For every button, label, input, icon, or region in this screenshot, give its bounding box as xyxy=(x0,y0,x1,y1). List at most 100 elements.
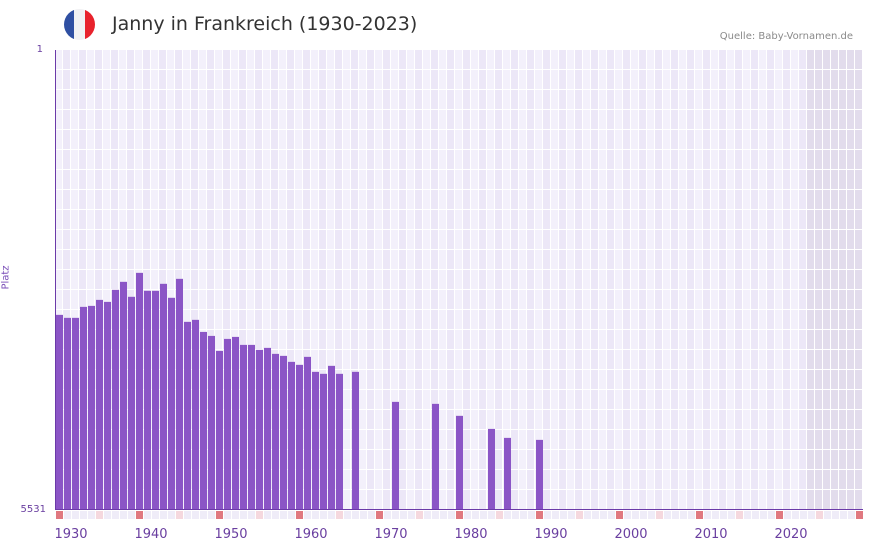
bar-1933 xyxy=(88,305,95,510)
bar-1954 xyxy=(256,349,263,510)
bar-1964 xyxy=(336,373,343,510)
year-marker xyxy=(264,511,271,519)
year-marker xyxy=(552,511,559,519)
bar-1942 xyxy=(160,283,167,510)
bar-1941 xyxy=(152,290,159,510)
bar-1962 xyxy=(320,373,327,510)
year-marker xyxy=(232,511,239,519)
year-marker xyxy=(96,511,103,519)
year-marker xyxy=(656,511,663,519)
bar-1979 xyxy=(456,415,463,510)
x-axis-label: 1940 xyxy=(134,527,168,542)
year-marker xyxy=(664,511,671,519)
bar-1937 xyxy=(120,281,127,510)
year-marker xyxy=(568,511,575,519)
year-marker xyxy=(328,511,335,519)
year-marker xyxy=(304,511,311,519)
year-marker xyxy=(592,511,599,519)
x-axis-line xyxy=(55,509,863,510)
bar-1931 xyxy=(72,317,79,510)
bar-1936 xyxy=(112,289,119,510)
year-marker xyxy=(336,511,343,519)
year-marker xyxy=(376,511,383,519)
x-axis-label: 1950 xyxy=(214,527,248,542)
year-marker xyxy=(168,511,175,519)
bar-1951 xyxy=(232,336,239,510)
year-marker xyxy=(856,511,863,519)
flag-blue-stripe xyxy=(64,9,75,40)
x-axis-label: 2010 xyxy=(694,527,728,542)
bar-1940 xyxy=(144,290,151,510)
year-marker xyxy=(696,511,703,519)
year-marker xyxy=(240,511,247,519)
year-marker xyxy=(680,511,687,519)
year-marker xyxy=(344,511,351,519)
year-marker xyxy=(368,511,375,519)
year-marker xyxy=(480,511,487,519)
bar-1934 xyxy=(96,299,103,510)
year-marker xyxy=(752,511,759,519)
y-axis-top-label: 1 xyxy=(36,44,43,55)
bar-1961 xyxy=(312,371,319,510)
y-axis-line xyxy=(55,50,56,510)
bar-1952 xyxy=(240,344,247,510)
year-marker xyxy=(288,511,295,519)
bar-1963 xyxy=(328,365,335,510)
year-marker xyxy=(248,511,255,519)
year-marker xyxy=(296,511,303,519)
year-marker xyxy=(576,511,583,519)
year-marker xyxy=(760,511,767,519)
year-marker xyxy=(128,511,135,519)
year-marker xyxy=(776,511,783,519)
year-marker xyxy=(496,511,503,519)
x-axis-label: 1970 xyxy=(374,527,408,542)
chart-svg xyxy=(55,50,862,510)
year-marker xyxy=(312,511,319,519)
year-marker xyxy=(648,511,655,519)
bar-1938 xyxy=(128,296,135,510)
flag-white-stripe xyxy=(74,9,85,40)
year-marker xyxy=(320,511,327,519)
year-marker xyxy=(56,511,63,519)
bar-1935 xyxy=(104,301,111,510)
bar-1946 xyxy=(192,319,199,510)
year-marker xyxy=(224,511,231,519)
bar-1944 xyxy=(176,278,183,510)
year-marker xyxy=(352,511,359,519)
bar-1929 xyxy=(56,314,63,510)
year-marker xyxy=(112,511,119,519)
bar-1959 xyxy=(296,364,303,510)
year-marker xyxy=(256,511,263,519)
year-marker xyxy=(840,511,847,519)
year-marker xyxy=(608,511,615,519)
year-marker xyxy=(464,511,471,519)
year-marker xyxy=(600,511,607,519)
year-marker xyxy=(728,511,735,519)
year-marker xyxy=(816,511,823,519)
x-axis-label: 2020 xyxy=(774,527,808,542)
y-axis-title: Platz xyxy=(0,265,12,290)
year-marker xyxy=(400,511,407,519)
year-marker xyxy=(584,511,591,519)
year-marker xyxy=(176,511,183,519)
year-marker xyxy=(808,511,815,519)
year-marker xyxy=(544,511,551,519)
x-axis-label: 1990 xyxy=(534,527,568,542)
year-marker xyxy=(512,511,519,519)
year-marker xyxy=(200,511,207,519)
year-marker xyxy=(160,511,167,519)
year-marker xyxy=(64,511,71,519)
year-marker xyxy=(184,511,191,519)
year-marker xyxy=(392,511,399,519)
year-marker xyxy=(712,511,719,519)
year-marker xyxy=(672,511,679,519)
year-marker xyxy=(640,511,647,519)
year-marker xyxy=(104,511,111,519)
x-axis-label: 2000 xyxy=(614,527,648,542)
year-marker xyxy=(456,511,463,519)
year-marker xyxy=(416,511,423,519)
flag-red-stripe xyxy=(84,9,95,40)
x-axis-label: 1930 xyxy=(54,527,88,542)
year-marker xyxy=(848,511,855,519)
bar-1983 xyxy=(488,428,495,510)
